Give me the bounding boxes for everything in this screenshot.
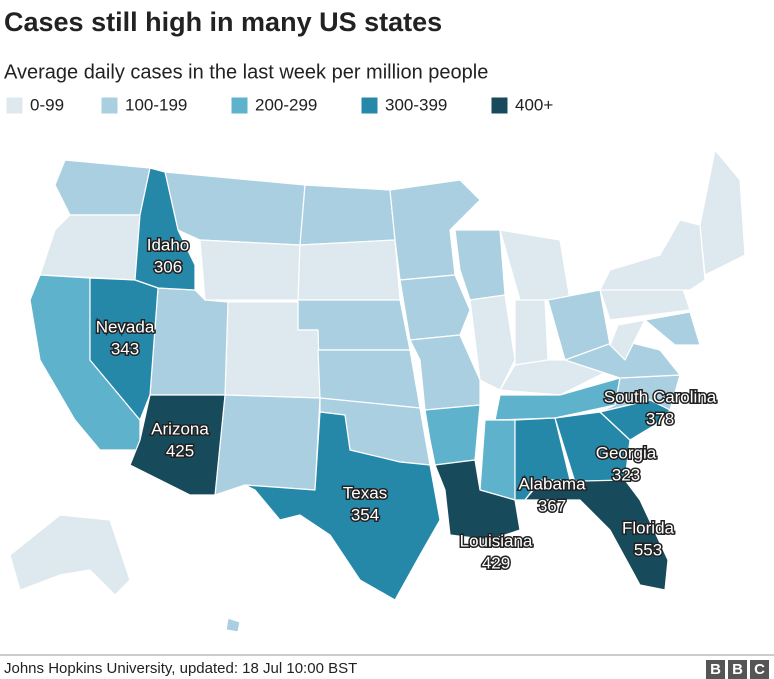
state-value: 354 [351,505,379,524]
state [129,394,226,496]
state [214,394,321,496]
state-name: Louisiana [460,531,533,550]
state-name: Georgia [596,443,657,462]
state [9,514,131,596]
state-value: 306 [154,257,182,276]
logo-box [750,660,769,679]
state [164,171,306,246]
state [644,311,701,346]
state-value: 425 [166,441,194,460]
state [389,179,481,281]
state [39,214,141,281]
state [244,411,441,601]
state [454,229,506,301]
state-name: Florida [622,518,675,537]
subtitle: Average daily cases in the last week per… [4,61,488,83]
state-value: 367 [538,496,566,515]
state-name: South Carolina [604,387,717,406]
legend-label: 0-99 [30,95,64,114]
state [54,159,151,216]
state [297,239,401,301]
legend-swatch [5,96,24,115]
state [409,334,481,411]
legend-label: 400+ [515,95,553,114]
title: Cases still high in many US states [4,7,442,37]
state [469,294,516,391]
state-name: Idaho [147,235,190,254]
state-value: 378 [646,409,674,428]
state [299,184,396,246]
logo-letter: B [732,661,743,678]
legend-swatch [230,96,249,115]
state [434,459,521,541]
logo-box [728,660,747,679]
logo-letter: C [754,661,765,678]
state-value: 343 [111,339,139,358]
legend: 0-99 100-199 200-299 300-399 400+ [5,95,553,115]
state [424,404,481,466]
state [479,419,516,501]
state [499,229,571,301]
state [554,411,631,483]
legend-swatch [490,96,509,115]
source: Johns Hopkins University, updated: 18 Ju… [4,660,357,677]
state-labels: Idaho 306 Nevada 343 Arizona 425 Texas 3… [94,234,718,574]
state [524,479,669,591]
legend-swatch [100,96,119,115]
state-value: 323 [612,465,640,484]
state-value: 429 [482,553,510,572]
state-name: Arizona [151,419,209,438]
legend-label: 200-299 [255,95,317,114]
state [149,287,229,396]
state-value: 553 [634,540,662,559]
logo-letter: B [710,661,721,678]
legend-swatch [360,96,379,115]
state [225,617,241,633]
state-name: Alabama [518,474,586,493]
legend-label: 300-399 [385,95,447,114]
state [599,219,706,291]
state-name: Texas [343,483,387,502]
state [699,149,746,276]
state [199,239,301,301]
state [399,274,471,341]
legend-label: 100-199 [125,95,187,114]
state [514,299,549,366]
state [134,167,196,291]
state-name: Nevada [96,317,155,336]
logo-box [706,660,725,679]
map [9,149,746,633]
state [599,399,671,441]
